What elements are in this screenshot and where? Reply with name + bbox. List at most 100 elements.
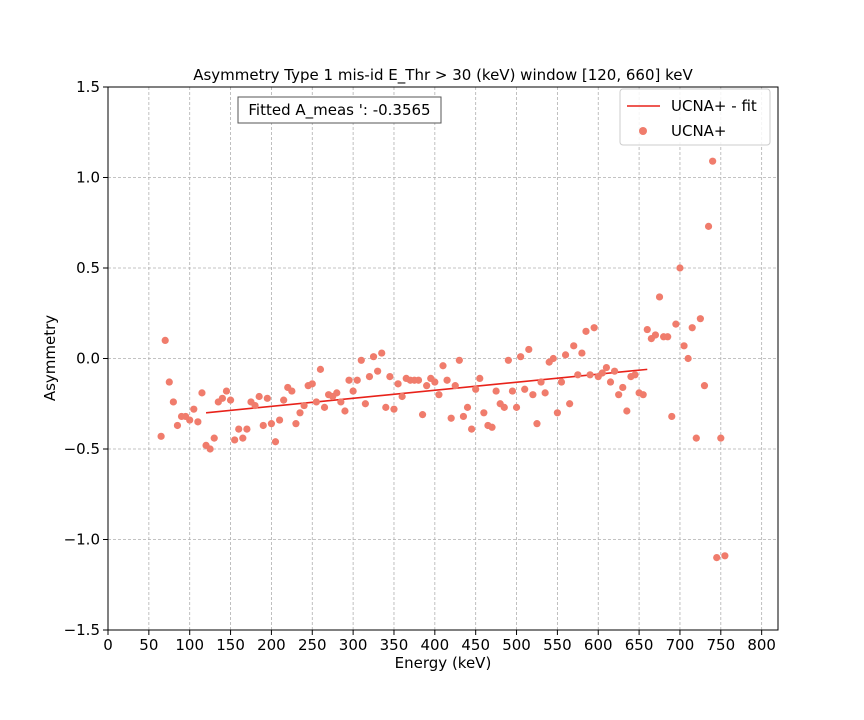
y-axis: −1.5 −1.0 −0.5 0.0 0.5 1.0 1.5 xyxy=(64,78,108,639)
legend-fit-label: UCNA+ - fit xyxy=(671,97,757,115)
data-point xyxy=(680,342,688,350)
data-point xyxy=(521,385,529,393)
data-point xyxy=(341,407,349,415)
x-tick-label: 450 xyxy=(461,636,490,654)
data-point xyxy=(643,325,651,334)
data-point xyxy=(500,403,508,411)
x-tick-label: 0 xyxy=(103,636,113,654)
data-point xyxy=(292,420,300,428)
data-point xyxy=(684,354,692,363)
data-point xyxy=(251,401,259,410)
data-point xyxy=(467,425,476,433)
y-tick-label: 1.5 xyxy=(76,78,100,96)
data-point xyxy=(231,436,239,444)
y-tick-label: 0.0 xyxy=(76,350,100,368)
data-point xyxy=(165,378,173,386)
data-point xyxy=(655,293,664,301)
data-point xyxy=(414,376,423,384)
data-point xyxy=(537,378,545,386)
data-point xyxy=(394,380,402,388)
data-point xyxy=(435,391,443,399)
data-point xyxy=(606,378,615,386)
data-point xyxy=(222,387,231,395)
data-point xyxy=(553,409,561,417)
data-point xyxy=(664,333,672,341)
x-tick-label: 150 xyxy=(216,636,245,654)
data-point xyxy=(288,387,296,395)
data-point xyxy=(439,362,447,370)
data-point xyxy=(541,389,549,397)
data-point xyxy=(423,382,431,390)
x-tick-label: 650 xyxy=(625,636,654,654)
x-tick-label: 500 xyxy=(502,636,531,654)
x-tick-label: 600 xyxy=(584,636,613,654)
data-point xyxy=(275,416,284,424)
data-point xyxy=(668,412,676,421)
y-tick-label: −1.0 xyxy=(64,531,100,549)
data-point xyxy=(704,222,713,230)
data-point xyxy=(259,421,267,430)
x-tick-label: 800 xyxy=(747,636,776,654)
data-point xyxy=(378,349,386,357)
x-tick-label: 200 xyxy=(257,636,286,654)
data-point xyxy=(280,396,288,404)
y-tick-label: 1.0 xyxy=(76,169,100,187)
x-axis: 0 50 100 150 200 250 300 350 400 450 500 550 600 650 7… xyxy=(103,630,776,654)
data-point xyxy=(374,367,382,375)
data-point xyxy=(267,420,276,428)
data-point xyxy=(255,392,263,401)
x-tick-label: 550 xyxy=(543,636,572,654)
chart-title: Asymmetry Type 1 mis-id E_Thr > 30 (keV)… xyxy=(193,66,693,85)
fit-line xyxy=(205,368,648,414)
data-point xyxy=(243,425,251,433)
data-point xyxy=(574,371,582,379)
data-point xyxy=(578,349,586,357)
data-point xyxy=(631,371,639,379)
data-point xyxy=(602,363,611,372)
data-point xyxy=(561,351,570,359)
data-point xyxy=(443,376,451,384)
data-point xyxy=(157,432,165,440)
data-point xyxy=(431,378,439,386)
x-tick-label: 400 xyxy=(421,636,450,654)
data-point xyxy=(398,392,406,401)
data-point xyxy=(610,367,619,375)
data-point xyxy=(504,356,512,364)
data-point xyxy=(700,382,709,390)
data-point xyxy=(721,552,729,560)
data-point xyxy=(480,409,488,417)
data-point xyxy=(161,336,169,344)
legend-scatter-swatch xyxy=(639,127,647,135)
x-tick-label: 50 xyxy=(139,636,158,654)
data-point xyxy=(512,403,521,411)
data-point xyxy=(451,382,459,390)
data-point xyxy=(357,356,365,364)
data-point xyxy=(353,376,361,384)
data-point xyxy=(312,398,320,406)
data-point xyxy=(418,411,427,419)
points-layer xyxy=(157,157,729,562)
data-point xyxy=(619,383,627,392)
data-point xyxy=(169,398,177,406)
data-point xyxy=(476,374,484,383)
y-tick-label: 0.5 xyxy=(76,259,100,277)
data-point xyxy=(598,369,606,377)
data-point xyxy=(239,434,247,442)
data-point xyxy=(455,356,463,364)
data-point xyxy=(582,327,590,335)
data-point xyxy=(639,391,647,399)
data-point xyxy=(529,391,537,399)
data-point xyxy=(590,324,598,332)
annotation-frame xyxy=(237,96,442,124)
data-point xyxy=(226,396,235,404)
x-tick-label: 250 xyxy=(298,636,327,654)
data-point xyxy=(210,434,218,442)
annotation-box: Fitted A_meas ': -0.3565 xyxy=(237,96,442,124)
data-point xyxy=(709,157,717,165)
data-point xyxy=(308,380,316,388)
data-point xyxy=(570,342,578,350)
data-point xyxy=(296,409,304,417)
data-point xyxy=(623,407,631,415)
data-point xyxy=(688,324,696,332)
